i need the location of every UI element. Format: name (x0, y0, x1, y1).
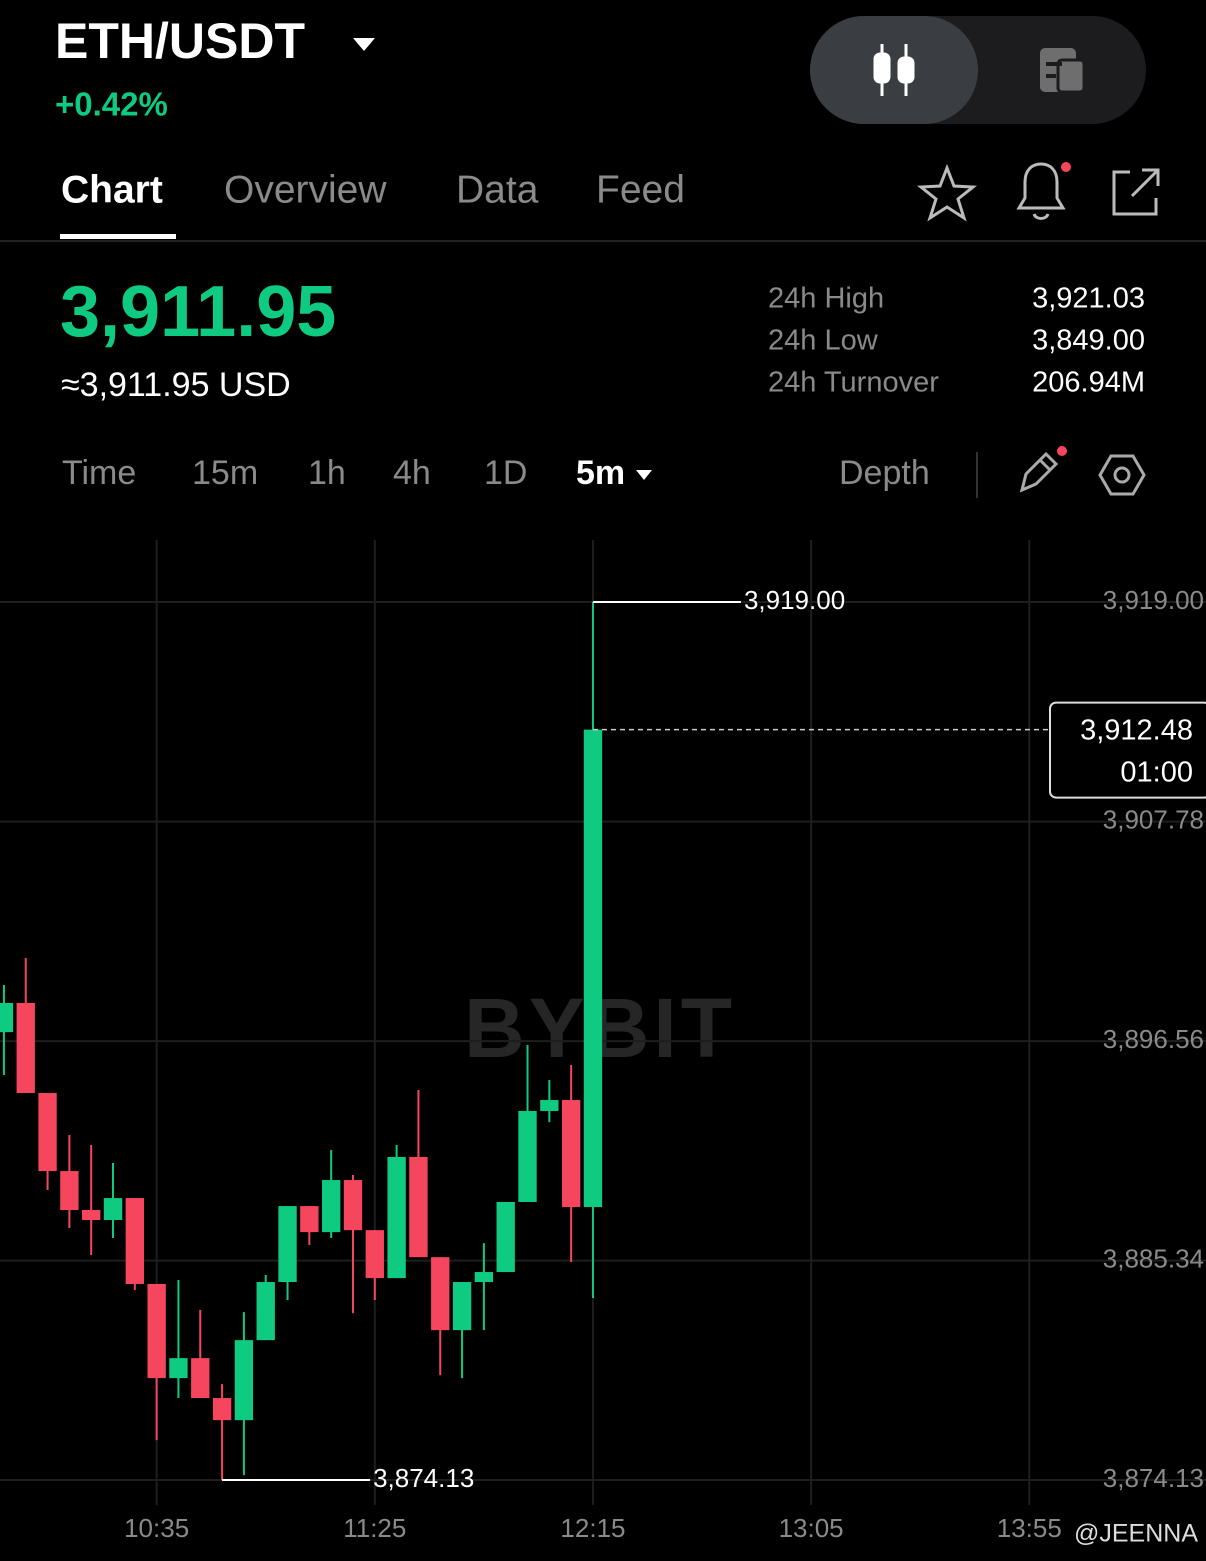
countdown: 01:00 (1120, 756, 1193, 788)
tab[interactable]: Feed (596, 168, 685, 211)
interval[interactable]: 4h (393, 454, 431, 492)
news-view-button[interactable] (1040, 48, 1086, 94)
candle-body (518, 1110, 537, 1202)
annotation-label: 3,874.13 (373, 1463, 474, 1493)
interval[interactable]: 1h (308, 454, 346, 492)
candle-body (60, 1171, 79, 1211)
interval[interactable]: Time (62, 454, 136, 492)
candle-body (431, 1257, 450, 1331)
candle-body (409, 1156, 428, 1258)
x-tick-label: 12:15 (560, 1513, 625, 1543)
alert-button[interactable] (1016, 162, 1066, 220)
y-tick-label: 3,919.00 (1103, 585, 1204, 615)
stat-value: 206.94M (1032, 367, 1145, 399)
y-tick-label: 3,874.13 (1103, 1463, 1204, 1493)
tab[interactable]: Chart (61, 168, 163, 211)
interval[interactable]: 1D (484, 454, 527, 492)
stat-label: 24h High (768, 283, 884, 315)
annotation-label: 3,919.00 (744, 585, 845, 615)
x-tick-label: 13:55 (997, 1513, 1062, 1543)
candle-body (365, 1230, 384, 1279)
candle-body (561, 1100, 581, 1208)
candle-body (540, 1100, 559, 1111)
candle-body (169, 1358, 188, 1379)
candle-body (278, 1206, 297, 1283)
candle-body (256, 1282, 275, 1341)
candle-body (343, 1180, 363, 1231)
candle-view-button[interactable] (810, 16, 978, 124)
candle-body (38, 1092, 57, 1172)
candle-body (452, 1282, 472, 1331)
usd-price: ≈3,911.95 USD (61, 366, 291, 404)
interval-dropdown[interactable] (636, 470, 652, 480)
tab[interactable]: Data (456, 168, 539, 211)
candle-body (82, 1210, 101, 1220)
pair-title[interactable]: ETH/USDT (55, 13, 305, 69)
candlestick-chart: 3,919.00 3,907.78 3,896.56 3,885.34 3,874.13… (0, 540, 1206, 1543)
candle-body (125, 1198, 144, 1284)
x-tick-label: 13:05 (779, 1513, 844, 1543)
favorite-button[interactable] (916, 163, 978, 222)
candle-body (147, 1283, 166, 1379)
tab[interactable]: Overview (224, 168, 387, 211)
candle-body (387, 1156, 406, 1279)
y-tick-label: 3,907.78 (1103, 804, 1204, 834)
candle-body (191, 1358, 210, 1399)
candle-body (474, 1272, 494, 1283)
interval-selected[interactable]: 5m (576, 454, 625, 492)
tab-underline (60, 234, 176, 239)
candle-body (16, 1002, 35, 1093)
candle-body (322, 1180, 341, 1233)
candle-body (212, 1398, 232, 1421)
candle-body (300, 1206, 319, 1233)
candle-body (0, 1002, 14, 1033)
candle-body (583, 729, 603, 1208)
candle-body (496, 1201, 515, 1273)
current-price-tag (1049, 701, 1206, 799)
interval[interactable]: 15m (192, 454, 258, 492)
draw-dot (1057, 446, 1067, 456)
candle-body (103, 1198, 123, 1220)
draw-tool-button[interactable] (1019, 451, 1059, 493)
stat-label: 24h Low (768, 325, 879, 357)
stat-value: 3,849.00 (1032, 325, 1145, 357)
last-price: 3,911.95 (60, 272, 336, 352)
x-tick-label: 10:35 (124, 1513, 189, 1543)
stat-value: 3,921.03 (1032, 283, 1145, 315)
candle-icon (873, 44, 915, 96)
credit: @JEENNA (1074, 1520, 1198, 1548)
candle-body (234, 1340, 254, 1421)
y-tick-label: 3,885.34 (1103, 1244, 1204, 1274)
change: +0.42% (55, 86, 168, 123)
current-price-label: 3,912.48 (1080, 714, 1193, 746)
x-tick-label: 11:25 (343, 1513, 406, 1543)
pair-dropdown[interactable] (353, 38, 375, 51)
stat-label: 24h Turnover (768, 367, 939, 399)
depth-button[interactable]: Depth (839, 454, 930, 492)
alert-dot (1061, 162, 1071, 172)
settings-button[interactable] (1098, 454, 1146, 496)
y-tick-label: 3,896.56 (1103, 1024, 1204, 1054)
share-button[interactable] (1112, 168, 1160, 216)
